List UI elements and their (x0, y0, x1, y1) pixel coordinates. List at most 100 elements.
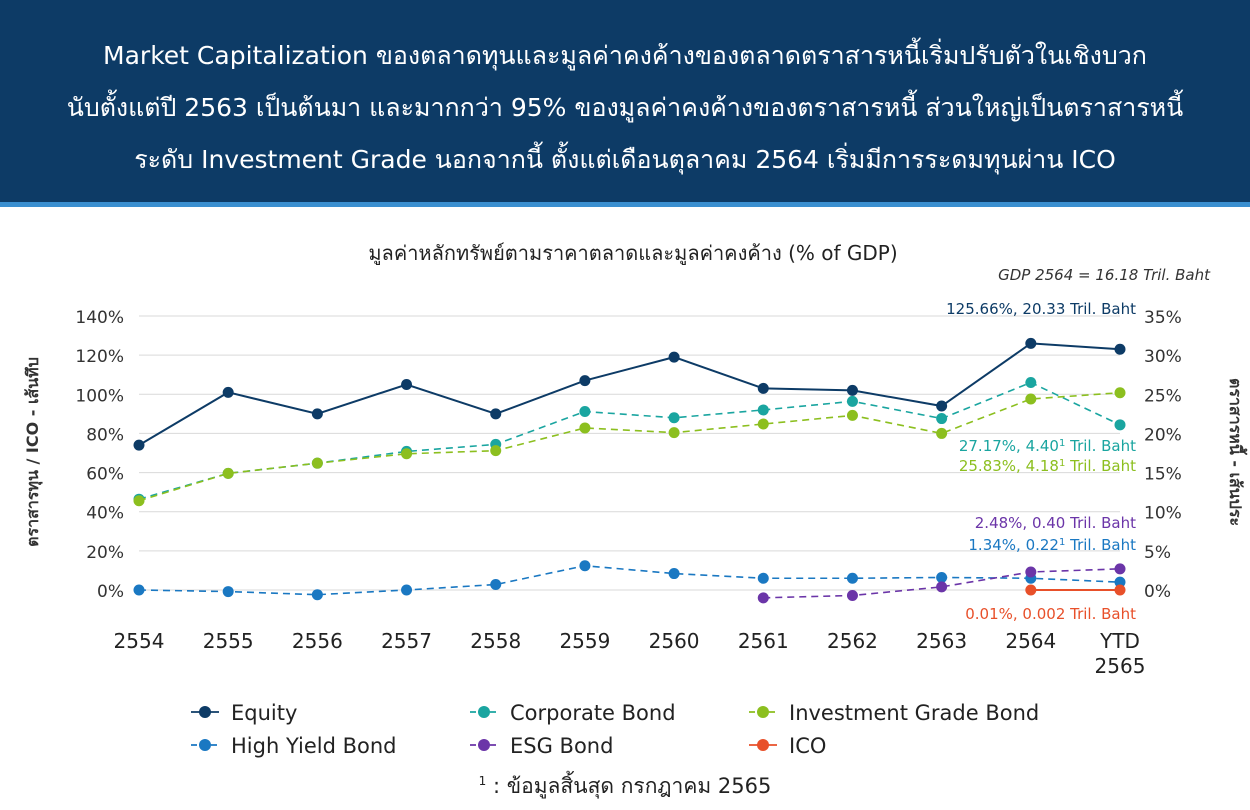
point-equity (579, 375, 591, 387)
point-equity (222, 386, 234, 398)
point-esg_bond (1114, 563, 1126, 575)
point-high_yield_bond (133, 584, 145, 596)
legend-marker-equity (199, 706, 211, 718)
point-investment_grade_bond (579, 422, 591, 434)
x-tick-label: 2563 (916, 629, 967, 653)
series-line-equity (138, 342, 1121, 447)
line-chart: มูลค่าหลักทรัพย์ตามราคาตลาดและมูลค่าคงค้… (23, 241, 1248, 758)
legend-label-investment_grade_bond: Investment Grade Bond (789, 701, 1039, 725)
y-tick-left: 60% (86, 465, 124, 485)
legend-marker-ico (757, 739, 769, 751)
x-tick-label: 2555 (203, 629, 254, 653)
point-equity (401, 379, 413, 390)
y-tick-left: 80% (86, 425, 124, 445)
y-tick-left: 20% (86, 543, 124, 563)
point-high_yield_bond (757, 572, 769, 584)
y-tick-left: 0% (97, 582, 124, 602)
x-tick-label: 2560 (649, 629, 700, 653)
y-tick-right: 25% (1144, 386, 1182, 406)
chart-subtitle: GDP 2564 = 16.18 Tril. Baht (998, 266, 1211, 284)
point-esg_bond (936, 581, 948, 593)
point-esg_bond (1025, 566, 1037, 578)
point-high_yield_bond (579, 560, 591, 572)
legend-label-ico: ICO (789, 734, 826, 758)
legend-label-high_yield_bond: High Yield Bond (231, 734, 397, 758)
x-tick-label: 2557 (381, 629, 432, 653)
point-high_yield_bond (846, 572, 858, 584)
point-equity (1025, 337, 1037, 349)
point-esg_bond (846, 589, 858, 601)
header-banner: Market Capitalization ของตลาดทุนและมูลค่… (0, 0, 1250, 207)
legend-marker-high_yield_bond (199, 739, 211, 751)
point-high_yield_bond (401, 584, 413, 596)
point-investment_grade_bond (311, 457, 323, 469)
legend-label-equity: Equity (231, 701, 297, 725)
y-tick-right: 5% (1144, 543, 1171, 563)
footnote: 1 : ข้อมูลสิ้นสุด กรกฎาคม 2565 (0, 770, 1250, 803)
point-high_yield_bond (668, 568, 680, 580)
point-equity (846, 384, 858, 396)
point-equity (757, 382, 769, 394)
annotation-sup: 1 (1059, 537, 1065, 548)
x-tick-label: 2564 (1005, 629, 1056, 653)
point-ico (1114, 584, 1126, 596)
y-tick-left: 140% (75, 308, 124, 328)
point-investment_grade_bond (133, 495, 145, 507)
point-corporate_bond (1114, 419, 1126, 431)
point-investment_grade_bond (222, 467, 234, 479)
point-equity (668, 351, 680, 363)
y-tick-right: 10% (1144, 504, 1182, 524)
chart-title: มูลค่าหลักทรัพย์ตามราคาตลาดและมูลค่าคงค้… (368, 241, 897, 266)
point-ico (1025, 584, 1037, 596)
point-corporate_bond (579, 406, 591, 418)
x-tick-label: 2558 (470, 629, 521, 653)
point-investment_grade_bond (1114, 387, 1126, 399)
header-line-2: นับตั้งแต่ปี 2563 เป็นต้นมา และมากกว่า 9… (66, 93, 1184, 122)
annotation-value: 125.66%, 20.33 Tril. Baht (946, 300, 1136, 318)
y-tick-right: 20% (1144, 425, 1182, 445)
x-tick-label: 2565 (1095, 654, 1146, 678)
annotation-equity: 125.66%, 20.33 Tril. Baht (946, 300, 1136, 318)
annotation-high_yield_bond: 1.34%, 0.221 Tril. Baht (968, 536, 1136, 554)
annotation-value: 25.83%, 4.18 (959, 457, 1059, 475)
x-tick-label: 2559 (559, 629, 610, 653)
annotation-ico: 0.01%, 0.002 Tril. Baht (965, 605, 1136, 623)
header-line-1: Market Capitalization ของตลาดทุนและมูลค่… (103, 41, 1147, 70)
point-corporate_bond (757, 404, 769, 416)
point-high_yield_bond (311, 589, 323, 601)
annotation-value: 27.17%, 4.40 (959, 437, 1059, 455)
legend-marker-investment_grade_bond (757, 706, 769, 718)
header-line-3: ระดับ Investment Grade นอกจากนี้ ตั้งแต่… (134, 145, 1116, 174)
annotation-value: 1.34%, 0.22 (968, 536, 1059, 554)
y-axis-right-label: ตราสารหนี้ - เส้นประ (1226, 378, 1248, 526)
annotation-corporate_bond: 27.17%, 4.401 Tril. Baht (959, 437, 1136, 455)
point-corporate_bond (846, 395, 858, 407)
x-tick-label: 2562 (827, 629, 878, 653)
annotation-value: 2.48%, 0.40 Tril. Baht (975, 514, 1136, 532)
annotation-unit: Tril. Baht (1065, 457, 1136, 475)
y-tick-left: 40% (86, 504, 124, 524)
annotation-value: 0.01%, 0.002 Tril. Baht (965, 605, 1136, 623)
y-tick-left: 100% (75, 386, 124, 406)
annotation-esg_bond: 2.48%, 0.40 Tril. Baht (975, 514, 1136, 532)
point-equity (490, 408, 502, 420)
y-tick-right: 15% (1144, 465, 1182, 485)
point-equity (311, 408, 323, 420)
point-equity (936, 400, 948, 412)
legend-label-esg_bond: ESG Bond (510, 734, 613, 758)
x-tick-label: 2561 (738, 629, 789, 653)
footnote-text: : ข้อมูลสิ้นสุด กรกฎาคม 2565 (492, 774, 772, 798)
x-tick-label: 2556 (292, 629, 343, 653)
point-equity (1114, 343, 1126, 355)
footnote-marker: 1 (478, 774, 487, 788)
point-investment_grade_bond (490, 445, 502, 457)
point-investment_grade_bond (668, 427, 680, 439)
point-corporate_bond (1025, 377, 1037, 389)
point-equity (133, 439, 145, 451)
series-line-corporate_bond (138, 381, 1121, 500)
point-high_yield_bond (936, 571, 948, 583)
point-corporate_bond (936, 413, 948, 425)
x-tick-label: 2554 (114, 629, 165, 653)
annotation-investment_grade_bond: 25.83%, 4.181 Tril. Baht (959, 457, 1136, 475)
point-investment_grade_bond (1025, 393, 1037, 405)
